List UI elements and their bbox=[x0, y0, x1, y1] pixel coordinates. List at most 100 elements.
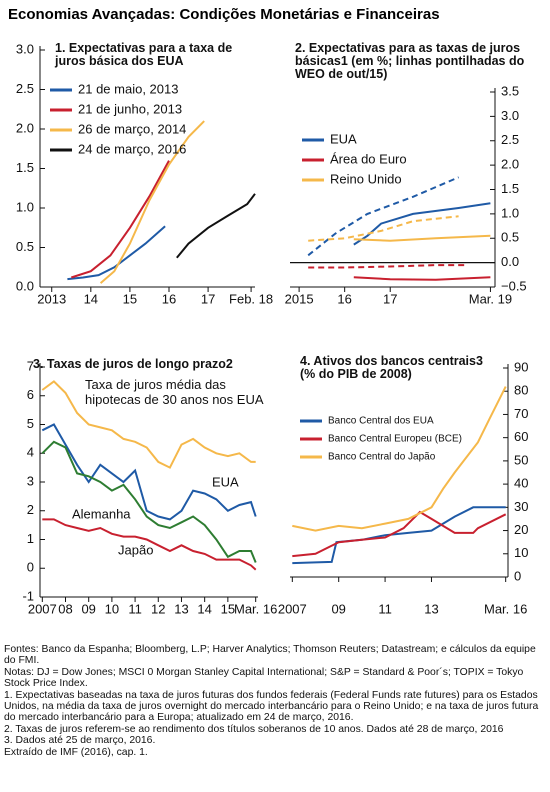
legend-label: 24 de março, 2016 bbox=[78, 141, 186, 156]
x-tick-label: 09 bbox=[331, 601, 345, 616]
series-label: EUA bbox=[212, 474, 239, 489]
legend-label: EUA bbox=[330, 131, 357, 146]
y-tick-label: 0 bbox=[27, 560, 34, 575]
x-tick-label: 13 bbox=[424, 601, 438, 616]
x-tick-label: 2015 bbox=[285, 291, 314, 306]
note: Fontes: Banco da Espanha; Bloomberg, L.P… bbox=[4, 644, 536, 667]
y-tick-label: 20 bbox=[514, 522, 528, 537]
y-tick-label: 2 bbox=[27, 502, 34, 517]
y-tick-label: 90 bbox=[514, 359, 528, 374]
x-tick-label: 14 bbox=[197, 601, 211, 616]
y-tick-label: 4 bbox=[27, 445, 34, 460]
note: Notas: DJ = Dow Jones; MSCI 0 Morgan Sta… bbox=[4, 666, 524, 690]
series-line bbox=[67, 225, 166, 281]
series-label: Japão bbox=[118, 542, 153, 557]
x-tick-label: 2007 bbox=[278, 601, 307, 616]
note: Extraído de IMF (2016), cap. 1. bbox=[4, 746, 148, 758]
series-line bbox=[41, 440, 257, 563]
x-tick-label: Mar. 19 bbox=[469, 291, 512, 306]
series-line bbox=[292, 510, 507, 558]
x-tick-label: 17 bbox=[201, 291, 215, 306]
y-tick-label: 30 bbox=[514, 499, 528, 514]
page-title: Economias Avançadas: Condições Monetária… bbox=[8, 6, 440, 23]
y-tick-label: 1.0 bbox=[501, 205, 519, 220]
series-line bbox=[176, 193, 256, 259]
y-tick-label: 3 bbox=[27, 473, 34, 488]
y-tick-label: -1 bbox=[22, 588, 34, 603]
notes: Fontes: Banco da Espanha; Bloomberg, L.P… bbox=[4, 644, 544, 758]
y-tick-label: 6 bbox=[27, 387, 34, 402]
projection-line bbox=[308, 215, 459, 242]
x-tick-label: 11 bbox=[378, 601, 392, 616]
y-tick-label: 3.5 bbox=[501, 83, 519, 98]
panel-title: 3. Taxas de juros de longo prazo2 bbox=[33, 357, 233, 371]
x-tick-label: 12 bbox=[151, 601, 165, 616]
note: 1. Expectativas baseadas na taxa de juro… bbox=[4, 689, 539, 724]
x-tick-label: 08 bbox=[58, 601, 72, 616]
series-line bbox=[41, 380, 256, 469]
y-tick-label: 2.0 bbox=[16, 120, 34, 135]
y-tick-label: 2.5 bbox=[501, 132, 519, 147]
projection-line bbox=[307, 176, 459, 257]
x-tick-label: 2013 bbox=[37, 291, 66, 306]
series-line bbox=[353, 202, 491, 246]
y-tick-label: 3.0 bbox=[501, 108, 519, 123]
y-tick-label: 70 bbox=[514, 406, 528, 421]
x-tick-label: 11 bbox=[128, 601, 142, 616]
legend-label: Reino Unido bbox=[330, 171, 402, 186]
legend-label: Área do Euro bbox=[330, 151, 407, 166]
y-tick-label: −0.5 bbox=[501, 278, 527, 293]
y-tick-label: 1.5 bbox=[16, 160, 34, 175]
y-tick-label: 50 bbox=[514, 452, 528, 467]
series-line bbox=[41, 423, 257, 521]
y-tick-label: 3.0 bbox=[16, 41, 34, 56]
series-line bbox=[292, 506, 506, 565]
annotation: Taxa de juros média das hipotecas de 30 … bbox=[85, 377, 264, 407]
x-tick-label: 09 bbox=[81, 601, 95, 616]
y-tick-label: 7 bbox=[27, 358, 34, 373]
x-tick-label: 10 bbox=[105, 601, 119, 616]
x-tick-label: 16 bbox=[337, 291, 351, 306]
x-tick-label: 15 bbox=[221, 601, 235, 616]
series-line bbox=[353, 276, 491, 281]
legend-label: Banco Central dos EUA bbox=[328, 416, 434, 427]
series-line bbox=[70, 160, 170, 279]
x-tick-label: 15 bbox=[123, 291, 137, 306]
y-tick-label: 10 bbox=[514, 545, 528, 560]
series-label: Alemanha bbox=[72, 506, 131, 521]
legend-label: 21 de junho, 2013 bbox=[78, 101, 182, 116]
x-tick-label: Feb. 18 bbox=[229, 291, 273, 306]
panel-title: 2. Expectativas para as taxas de juros b… bbox=[295, 41, 525, 81]
y-tick-label: 0.0 bbox=[16, 278, 34, 293]
y-tick-label: 60 bbox=[514, 429, 528, 444]
legend-label: Banco Central do Japão bbox=[328, 452, 436, 463]
series-line bbox=[99, 120, 205, 284]
x-tick-label: 17 bbox=[383, 291, 397, 306]
panel-title: 1. Expectativas para a taxa de juros bás… bbox=[55, 41, 233, 68]
y-tick-label: 1.0 bbox=[16, 199, 34, 214]
x-tick-label: 16 bbox=[162, 291, 176, 306]
series-line bbox=[353, 234, 491, 242]
legend-label: 26 de março, 2014 bbox=[78, 121, 186, 136]
note: 3. Dados até 25 de março, 2016. bbox=[4, 735, 156, 747]
x-tick-label: Mar. 16 bbox=[484, 601, 527, 616]
y-tick-label: 2.0 bbox=[501, 157, 519, 172]
y-tick-label: 40 bbox=[514, 476, 528, 491]
series-line bbox=[292, 386, 507, 532]
series-line bbox=[42, 518, 257, 571]
projection-line bbox=[308, 264, 468, 269]
y-tick-label: 0.5 bbox=[16, 239, 34, 254]
note: 2. Taxas de juros referem-se ao rendimen… bbox=[4, 723, 504, 735]
y-tick-label: 1 bbox=[27, 531, 34, 546]
y-tick-label: 1.5 bbox=[501, 181, 519, 196]
legend-label: 21 de maio, 2013 bbox=[78, 81, 178, 96]
y-tick-label: 5 bbox=[27, 416, 34, 431]
y-tick-label: 0.5 bbox=[501, 230, 519, 245]
x-tick-label: 13 bbox=[174, 601, 188, 616]
x-tick-label: 2007 bbox=[28, 601, 57, 616]
y-tick-label: 2.5 bbox=[16, 81, 34, 96]
x-tick-label: Mar. 16 bbox=[234, 601, 277, 616]
x-tick-label: 14 bbox=[84, 291, 98, 306]
